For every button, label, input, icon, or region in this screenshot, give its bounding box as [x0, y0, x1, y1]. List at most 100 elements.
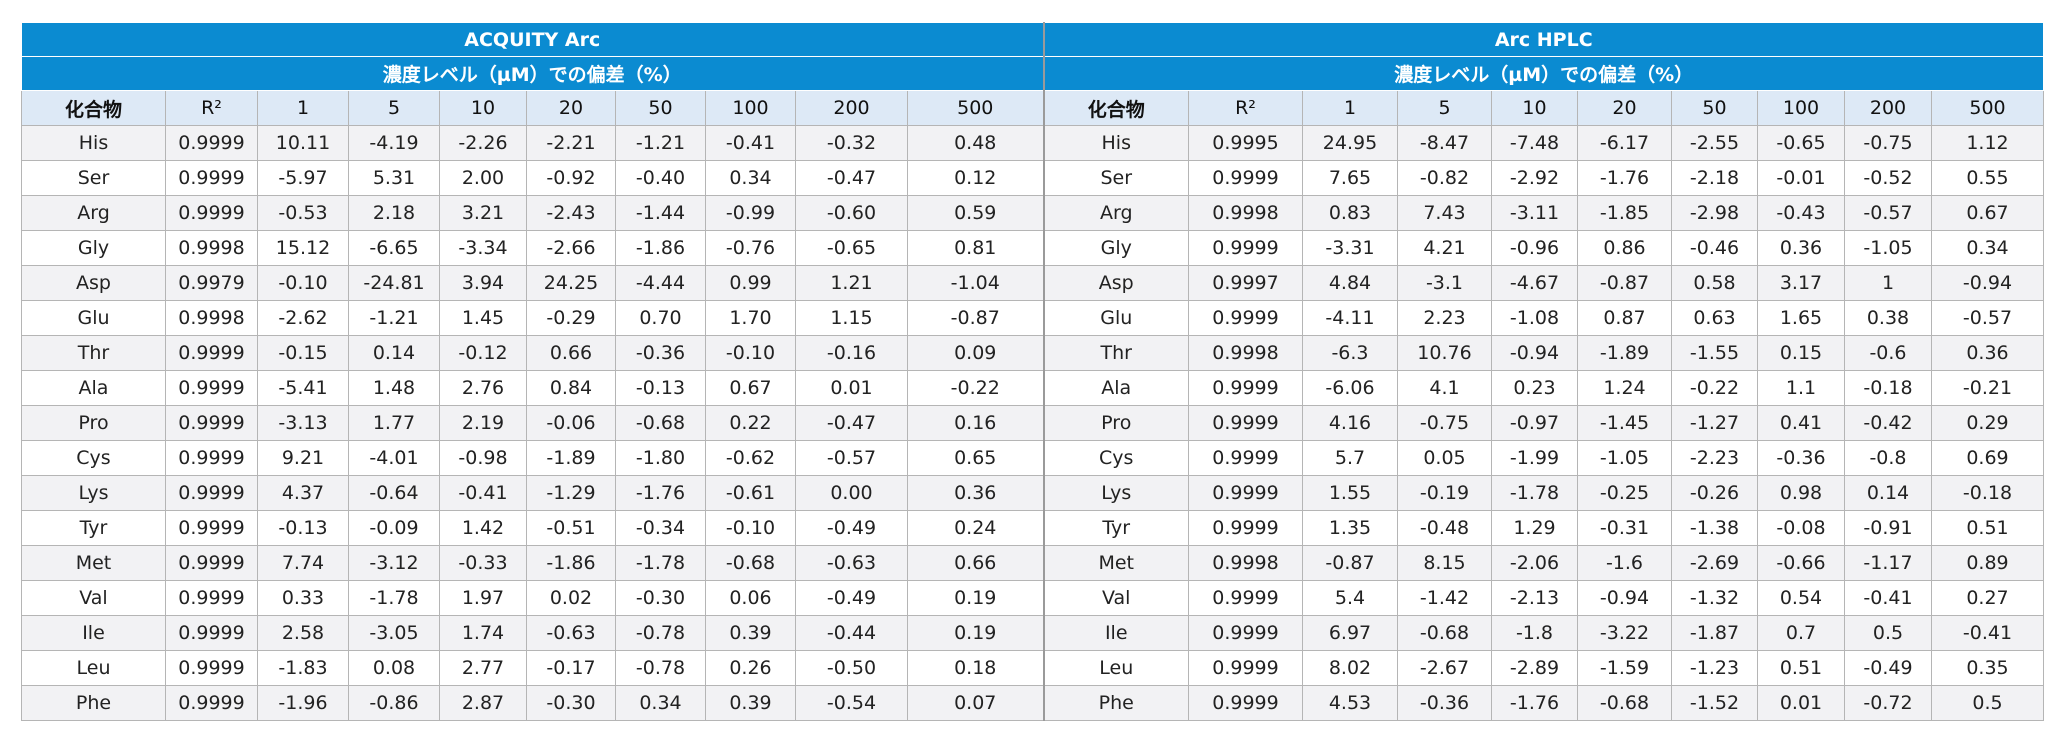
value-cell: -0.30: [526, 685, 616, 721]
value-cell: -0.75: [1844, 125, 1932, 161]
value-cell: 1.29: [1491, 510, 1578, 546]
value-cell: 1.77: [348, 405, 440, 441]
compound-cell: Arg: [1043, 195, 1189, 231]
value-cell: -1.80: [615, 440, 706, 476]
value-cell: -4.19: [348, 125, 440, 161]
compound-cell: Glu: [1043, 300, 1189, 336]
value-cell: -0.18: [1931, 475, 2044, 511]
value-cell: 0.18: [907, 650, 1045, 686]
value-cell: -2.43: [526, 195, 616, 231]
group-title-acquity-arc: ACQUITY Arc: [21, 22, 1045, 57]
value-cell: -0.12: [439, 335, 527, 371]
value-cell: 0.15: [1757, 335, 1845, 371]
value-cell: 0.9999: [165, 615, 258, 651]
column-header: 5: [1397, 90, 1492, 126]
value-cell: -4.01: [348, 440, 440, 476]
value-cell: -0.57: [795, 440, 908, 476]
value-cell: -7.48: [1491, 125, 1578, 161]
value-cell: 4.84: [1302, 265, 1398, 301]
value-cell: -3.13: [257, 405, 349, 441]
compound-cell: Gly: [1043, 230, 1189, 266]
value-cell: -0.65: [795, 230, 908, 266]
value-cell: -0.16: [795, 335, 908, 371]
table-row: His 0.9999 10.11 -4.19 -2.26 -2.21 -1.21 -0.41-…: [21, 125, 2044, 161]
value-cell: 1.12: [1931, 125, 2044, 161]
value-cell: -1.32: [1671, 580, 1758, 616]
value-cell: 0.9998: [1188, 195, 1303, 231]
value-cell: -6.3: [1302, 335, 1398, 371]
value-cell: -1.38: [1671, 510, 1758, 546]
value-cell: 1.35: [1302, 510, 1398, 546]
value-cell: -1.21: [348, 300, 440, 336]
value-cell: -0.86: [348, 685, 440, 721]
value-cell: 0.36: [1931, 335, 2044, 371]
column-header: 1: [1302, 90, 1398, 126]
value-cell: 0.55: [1931, 160, 2044, 196]
column-header: R²: [1188, 90, 1303, 126]
table-row: Asp 0.9979 -0.10 -24.81 3.94 24.25 -4.44 0.99 1.…: [21, 265, 2044, 301]
value-cell: 1.65: [1757, 300, 1845, 336]
value-cell: 7.65: [1302, 160, 1398, 196]
value-cell: -2.23: [1671, 440, 1758, 476]
value-cell: 0.9998: [1188, 335, 1303, 371]
value-cell: 0.39: [705, 685, 796, 721]
value-cell: -2.06: [1491, 545, 1578, 581]
value-cell: 0.9999: [165, 545, 258, 581]
value-cell: -1.78: [615, 545, 706, 581]
value-cell: 0.02: [526, 580, 616, 616]
value-cell: -0.31: [1577, 510, 1672, 546]
value-cell: 0.9999: [1188, 160, 1303, 196]
value-cell: 0.9999: [1188, 475, 1303, 511]
value-cell: 0.9999: [1188, 370, 1303, 406]
value-cell: 0.29: [1931, 405, 2044, 441]
value-cell: -2.21: [526, 125, 616, 161]
value-cell: 0.9999: [165, 510, 258, 546]
value-cell: 0.9999: [165, 195, 258, 231]
value-cell: 4.1: [1397, 370, 1492, 406]
group-title-arc-hplc: Arc HPLC: [1043, 22, 2044, 57]
value-cell: 5.7: [1302, 440, 1398, 476]
compound-cell: Cys: [1043, 440, 1189, 476]
column-header: R²: [165, 90, 258, 126]
value-cell: -24.81: [348, 265, 440, 301]
value-cell: -1.89: [526, 440, 616, 476]
value-cell: -2.92: [1491, 160, 1578, 196]
value-cell: -0.61: [705, 475, 796, 511]
table-row: Pro 0.9999 -3.13 1.77 2.19 -0.06 -0.68 0.22 -0.4…: [21, 405, 2044, 441]
compound-cell: Leu: [1043, 650, 1189, 686]
value-cell: -1.87: [1671, 615, 1758, 651]
compound-cell: Phe: [21, 685, 166, 721]
value-cell: -1.85: [1577, 195, 1672, 231]
value-cell: -0.48: [1397, 510, 1492, 546]
value-cell: 1.97: [439, 580, 527, 616]
value-cell: -1.8: [1491, 615, 1578, 651]
value-cell: 8.02: [1302, 650, 1398, 686]
value-cell: 0.34: [615, 685, 706, 721]
value-cell: 6.97: [1302, 615, 1398, 651]
value-cell: -1.55: [1671, 335, 1758, 371]
value-cell: 0.9999: [1188, 580, 1303, 616]
value-cell: -0.47: [795, 405, 908, 441]
value-cell: -0.26: [1671, 475, 1758, 511]
value-cell: 24.95: [1302, 125, 1398, 161]
value-cell: -0.41: [705, 125, 796, 161]
value-cell: -1.05: [1577, 440, 1672, 476]
group-subtitle-row: 濃度レベル（µM）での偏差（%） 濃度レベル（µM）での偏差（%）: [21, 56, 2044, 91]
value-cell: 0.22: [705, 405, 796, 441]
value-cell: 0.48: [907, 125, 1045, 161]
value-cell: 0.9999: [1188, 405, 1303, 441]
value-cell: 0.9999: [165, 475, 258, 511]
value-cell: 0.9999: [1188, 510, 1303, 546]
compound-cell: Ala: [21, 370, 166, 406]
compound-cell: Glu: [21, 300, 166, 336]
value-cell: 0.67: [705, 370, 796, 406]
value-cell: -0.68: [1577, 685, 1672, 721]
value-cell: -0.68: [615, 405, 706, 441]
value-cell: 0.66: [526, 335, 616, 371]
value-cell: 0.27: [1931, 580, 2044, 616]
value-cell: 0.9999: [165, 580, 258, 616]
value-cell: -0.41: [1844, 580, 1932, 616]
value-cell: 1.42: [439, 510, 527, 546]
compound-cell: Tyr: [21, 510, 166, 546]
table-row: Ile 0.9999 2.58 -3.05 1.74 -0.63 -0.78 0.39 -0.4…: [21, 615, 2044, 651]
